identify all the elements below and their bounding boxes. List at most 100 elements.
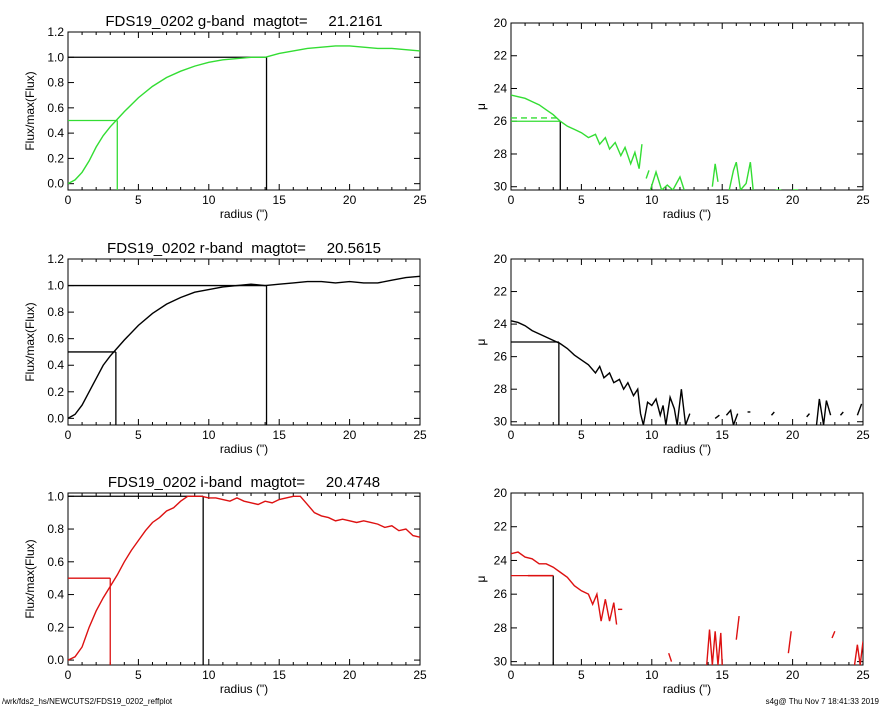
y-tick-label: 0.2	[47, 385, 64, 399]
x-tick-label: 25	[856, 668, 870, 682]
y-tick-label: 20	[494, 252, 508, 266]
profile-segment	[787, 631, 792, 654]
plot-area	[68, 275, 420, 425]
x-tick-label: 20	[786, 428, 800, 442]
x-tick-label: 0	[508, 668, 515, 682]
growth-curve	[68, 275, 420, 419]
y-tick-label: 0.0	[47, 177, 64, 191]
x-tick-label: 5	[135, 668, 142, 682]
profile-segment	[725, 408, 739, 425]
x-tick-label: 15	[716, 193, 730, 207]
x-tick-label: 0	[508, 193, 515, 207]
y-axis-label: μ	[474, 103, 488, 110]
profile-segment	[649, 169, 685, 190]
y-axis-label: Flux/max(Flux)	[23, 71, 37, 150]
profile-segment	[770, 411, 775, 416]
y-tick-label: 0.4	[47, 588, 64, 602]
x-tick-label: 15	[273, 193, 287, 207]
profile-segment	[511, 320, 691, 425]
plot-area	[68, 495, 420, 665]
x-tick-label: 25	[413, 193, 427, 207]
profile-segment	[728, 161, 754, 190]
panel-i-profile: 0 5 10 15 20 25 20 22 24 26 28 30 radius (") μ	[474, 486, 870, 696]
footer-file-path: /wrk/fds2_hs/NEWCUTS2/FDS19_0202_reffplo…	[2, 697, 173, 706]
plot-frame	[67, 31, 421, 191]
plot-frame	[67, 258, 421, 426]
x-tick-label: 10	[202, 668, 216, 682]
plot-area	[68, 45, 420, 190]
profile-segment	[853, 641, 863, 665]
plot-area	[511, 320, 863, 425]
profile-segment	[714, 414, 720, 420]
x-tick-label: 5	[135, 193, 142, 207]
x-tick-label: 10	[645, 668, 659, 682]
x-tick-label: 0	[508, 428, 515, 442]
profile-segment	[706, 629, 723, 665]
x-axis-label: radius (")	[663, 207, 711, 221]
growth-curve	[68, 45, 420, 185]
y-tick-label: 1.2	[47, 25, 64, 39]
y-tick-label: 28	[494, 147, 508, 161]
profile-segment	[831, 631, 836, 639]
x-axis-label: radius (")	[220, 207, 268, 221]
profile-segment	[645, 170, 650, 179]
y-tick-label: 0.8	[47, 305, 64, 319]
plot-frame	[510, 492, 864, 666]
panel-g-growth: 0 5 10 15 20 25 0.0 0.2 0.4 0.6 0.8 1.0 1.2 radius ("…	[23, 13, 427, 221]
x-tick-label: 20	[343, 193, 357, 207]
profile-segment	[806, 413, 811, 418]
x-tick-label: 10	[645, 428, 659, 442]
x-tick-label: 10	[645, 193, 659, 207]
x-tick-label: 5	[578, 193, 585, 207]
x-tick-label: 0	[65, 428, 72, 442]
x-tick-label: 10	[202, 193, 216, 207]
y-tick-label: 20	[494, 16, 508, 30]
y-tick-label: 0.8	[47, 76, 64, 90]
x-tick-label: 20	[786, 193, 800, 207]
chart-title: FDS19_0202 i-band magtot= 20.4748	[108, 474, 380, 491]
y-tick-label: 22	[494, 285, 508, 299]
profile-segment	[668, 652, 673, 662]
x-tick-label: 15	[716, 668, 730, 682]
y-tick-label: 24	[494, 317, 508, 331]
y-tick-label: 0.2	[47, 151, 64, 165]
y-tick-label: 0.6	[47, 101, 64, 115]
x-axis-label: radius (")	[220, 682, 268, 696]
x-tick-label: 25	[856, 428, 870, 442]
x-tick-label: 10	[202, 428, 216, 442]
panel-r-profile: 0 5 10 15 20 25 20 22 24 26 28 30 radius (") μ	[474, 252, 870, 456]
y-tick-label: 0.4	[47, 126, 64, 140]
y-tick-label: 0.6	[47, 332, 64, 346]
y-tick-label: 1.0	[47, 489, 64, 503]
y-tick-label: 22	[494, 520, 508, 534]
y-axis-label: μ	[474, 338, 488, 345]
x-axis-label: radius (")	[220, 442, 268, 456]
y-tick-label: 30	[494, 180, 508, 194]
y-axis-label: μ	[474, 575, 488, 582]
profile-segment	[815, 398, 832, 425]
y-tick-label: 26	[494, 350, 508, 364]
x-axis-label: radius (")	[663, 442, 711, 456]
y-tick-label: 0.8	[47, 522, 64, 536]
y-axis-label: Flux/max(Flux)	[23, 302, 37, 381]
profile-segment	[711, 163, 719, 187]
plot-frame	[510, 258, 864, 426]
profile-segment	[839, 411, 844, 416]
y-tick-label: 0.4	[47, 358, 64, 372]
x-tick-label: 25	[413, 668, 427, 682]
profile-segment	[735, 616, 740, 640]
footer-timestamp: s4g@ Thu Nov 7 18:41:33 2019	[765, 697, 879, 706]
x-tick-label: 15	[273, 428, 287, 442]
y-tick-label: 0.0	[47, 653, 64, 667]
y-tick-label: 26	[494, 114, 508, 128]
panel-r-growth: 0 5 10 15 20 25 0.0 0.2 0.4 0.6 0.8 1.0 1.2 radius ("…	[23, 240, 427, 456]
y-tick-label: 24	[494, 553, 508, 567]
y-tick-label: 22	[494, 49, 508, 63]
y-axis-label: Flux/max(Flux)	[23, 539, 37, 618]
growth-curve	[68, 495, 420, 661]
x-axis-label: radius (")	[663, 682, 711, 696]
y-tick-label: 1.0	[47, 50, 64, 64]
y-tick-label: 1.2	[47, 252, 64, 266]
y-tick-label: 0.2	[47, 620, 64, 634]
